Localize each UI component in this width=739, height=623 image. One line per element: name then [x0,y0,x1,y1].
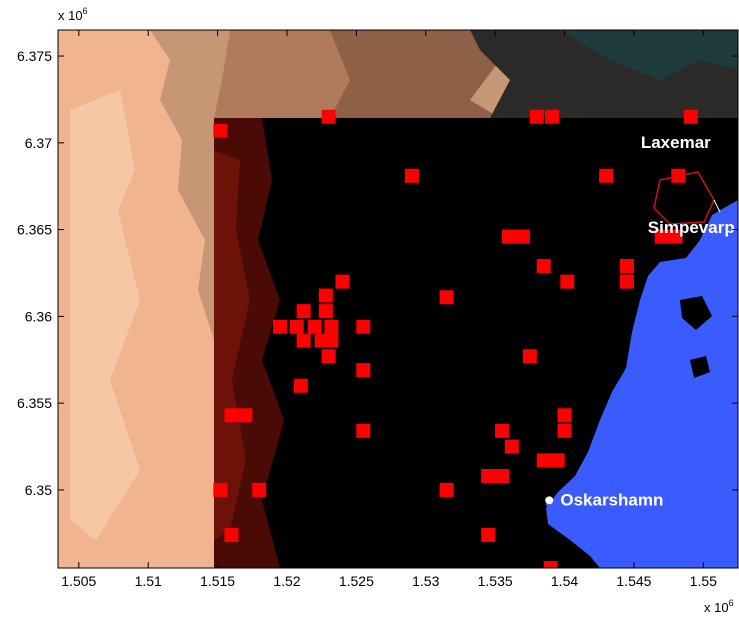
label-laxemar: Laxemar [641,133,711,152]
inner-reddish-terrain-light [214,150,250,540]
red-square [439,482,454,497]
red-square [356,363,371,378]
red-square [213,123,228,138]
y-tick-label: 6.365 [17,222,52,238]
oskarshamn-point [545,496,554,505]
laxemar-boundary [653,171,715,225]
red-square [321,349,336,364]
red-square [356,423,371,438]
red-square [543,561,558,568]
simpevarp-connector [713,199,721,213]
red-square [560,274,575,289]
red-square [293,378,308,393]
red-square [318,304,333,319]
y-tick-label: 6.375 [17,48,52,64]
red-square [536,259,551,274]
outer-terrain-dark2 [560,30,738,80]
x-tick-label: 1.51 [135,573,162,589]
red-square [599,168,614,183]
y-tick-label: 6.35 [25,482,52,498]
red-square [545,109,560,124]
red-square [495,423,510,438]
x-tick-label: 1.53 [412,573,439,589]
red-square [481,469,496,484]
red-square [324,333,339,348]
red-squares-layer [213,109,698,568]
red-square [289,319,304,334]
label-simpevarp: Simpevarp [648,218,735,237]
red-square [683,109,698,124]
red-square [307,319,322,334]
sea-inlet [662,266,702,306]
x-exponent-label: x 106 [704,598,734,615]
red-square [557,408,572,423]
x-tick-label: 1.525 [339,573,374,589]
x-tick-label: 1.515 [200,573,235,589]
island-1 [680,296,712,330]
red-square [296,333,311,348]
red-square [619,259,634,274]
y-exponent-label: x 106 [58,6,88,23]
red-square [213,482,228,497]
y-axis-ticks: 6.375 6.37 6.365 6.36 6.355 6.35 [17,48,738,498]
outer-terrain-pale [70,90,140,540]
label-oskarshamn: Oskarshamn [560,491,663,510]
red-square [321,109,336,124]
red-square [515,229,530,244]
x-tick-label: 1.52 [273,573,300,589]
island-2 [690,356,710,378]
red-square [536,453,551,468]
red-square [273,319,288,334]
red-square [529,109,544,124]
red-square [619,274,634,289]
red-square [654,229,669,244]
red-square [481,528,496,543]
x-tick-label: 1.505 [61,573,96,589]
red-square [318,288,333,303]
x-tick-label: 1.535 [478,573,513,589]
y-tick-label: 6.36 [25,308,52,324]
red-square [356,319,371,334]
y-tick-label: 6.355 [17,395,52,411]
oskarshamn-connector [545,503,559,515]
outer-terrain-mid2 [330,30,500,118]
red-square [668,229,683,244]
red-square [550,453,565,468]
red-square [557,423,572,438]
red-square [296,304,311,319]
red-square [495,469,510,484]
red-square [439,290,454,305]
x-tick-label: 1.55 [690,573,717,589]
red-square [522,349,537,364]
x-tick-label: 1.545 [616,573,651,589]
x-axis-ticks: 1.505 1.51 1.515 1.52 1.525 1.53 1.535 1.54 1.54… [61,30,717,589]
x-tick-label: 1.54 [551,573,578,589]
plot-frame [57,29,739,569]
red-square [335,274,350,289]
red-square [324,319,339,334]
red-square [502,229,517,244]
red-square [224,408,239,423]
red-square [238,408,253,423]
red-square [224,528,239,543]
red-square [404,168,419,183]
red-square [252,482,267,497]
red-square [504,439,519,454]
y-tick-label: 6.37 [25,135,52,151]
